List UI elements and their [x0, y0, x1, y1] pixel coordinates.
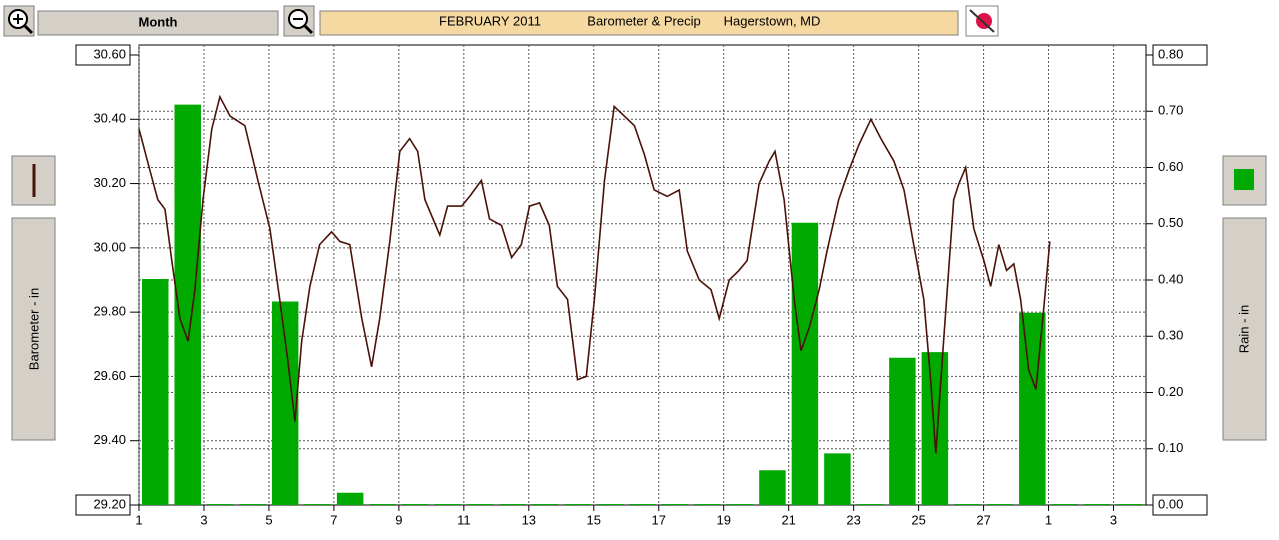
- x-tick-label: 21: [781, 512, 795, 527]
- rain-bar: [142, 279, 169, 505]
- y-axis-label: Barometer - in: [26, 288, 41, 370]
- rain-bar: [596, 504, 624, 505]
- x-tick-label: 15: [587, 512, 601, 527]
- rain-bar: [726, 504, 754, 505]
- rain-bar: [986, 504, 1014, 505]
- rain-bar: [531, 504, 559, 505]
- rain-bar: [434, 504, 461, 505]
- y-tick-box: [75, 494, 131, 516]
- y2-tick-box: [1152, 44, 1208, 66]
- x-tick-label: 3: [1110, 512, 1117, 527]
- rain-bar: [239, 504, 266, 505]
- rain-bar: [499, 504, 526, 505]
- title-type: Barometer & Precip: [587, 13, 700, 28]
- y-tick-label: 29.40: [93, 432, 126, 447]
- y2-tick-label: 0.40: [1158, 271, 1183, 286]
- rain-bar: [759, 470, 786, 505]
- left-axis-button[interactable]: [11, 217, 56, 441]
- rain-bar: [466, 504, 494, 505]
- rain-bar: [1051, 504, 1079, 505]
- x-tick-label: 13: [522, 512, 536, 527]
- rain-bar: [304, 504, 331, 505]
- title-location: Hagerstown, MD: [724, 13, 821, 28]
- rain-bar: [401, 504, 429, 505]
- x-tick-label: 19: [716, 512, 730, 527]
- x-tick-label: 7: [330, 512, 337, 527]
- right-axis-button[interactable]: [1222, 217, 1267, 441]
- barometer-line: [138, 94, 1051, 454]
- rain-bar: [1019, 312, 1046, 505]
- y-tick-label: 29.60: [93, 368, 126, 383]
- y-tick-label: 30.00: [93, 239, 126, 254]
- rain-bar: [174, 104, 201, 505]
- x-tick-label: 3: [200, 512, 207, 527]
- y-tick-label: 30.20: [93, 175, 126, 190]
- y2-tick-label: 0.50: [1158, 215, 1183, 230]
- rain-bar: [824, 453, 851, 505]
- rain-bar: [206, 504, 234, 505]
- rain-bar: [889, 357, 916, 505]
- zoom-out[interactable]: [283, 5, 315, 37]
- y2-tick-box: [1152, 494, 1208, 516]
- x-tick-label: 1: [1045, 512, 1052, 527]
- rain-bar: [791, 222, 819, 505]
- x-tick-label: 23: [846, 512, 860, 527]
- rain-bar: [694, 504, 721, 505]
- y2-tick-label: 0.80: [1158, 46, 1183, 61]
- x-tick-label: 27: [976, 512, 990, 527]
- rain-bar: [271, 301, 299, 505]
- y2-tick-label: 0.30: [1158, 328, 1183, 343]
- rain-bar: [661, 504, 689, 505]
- rain-bar: [336, 492, 364, 505]
- rain-bar: [921, 352, 949, 505]
- x-tick-label: 1: [135, 512, 142, 527]
- bar-swatch: [1234, 169, 1254, 190]
- y-tick-label: 30.40: [93, 111, 126, 126]
- y-tick-label: 29.80: [93, 304, 126, 319]
- x-tick-label: 25: [911, 512, 925, 527]
- y2-tick-label: 0.10: [1158, 440, 1183, 455]
- y2-tick-label: 0.20: [1158, 384, 1183, 399]
- title-bar: [319, 10, 959, 36]
- y-tick-label: 30.60: [93, 46, 126, 61]
- y2-tick-label: 0.60: [1158, 159, 1183, 174]
- y2-tick-label: 0.00: [1158, 496, 1183, 511]
- plot-frame: [138, 44, 1147, 506]
- x-tick-label: 5: [265, 512, 272, 527]
- y-tick-label: 29.20: [93, 496, 126, 511]
- zoom-in[interactable]: [3, 5, 35, 37]
- y2-tick-label: 0.70: [1158, 103, 1183, 118]
- title-date: FEBRUARY 2011: [439, 13, 541, 28]
- period-select[interactable]: [37, 10, 279, 36]
- y2-axis-label: Rain - in: [1236, 305, 1251, 353]
- rain-bar: [564, 504, 591, 505]
- x-tick-label: 9: [395, 512, 402, 527]
- rain-bar: [856, 504, 884, 505]
- period-label: Month: [139, 14, 178, 29]
- rain-bar: [629, 504, 656, 505]
- rain-bar: [369, 504, 396, 505]
- y-tick-box: [75, 44, 131, 66]
- x-tick-label: 17: [652, 512, 666, 527]
- rain-bar: [954, 504, 981, 505]
- x-tick-label: 11: [457, 512, 471, 527]
- rain-bar: [1084, 504, 1111, 505]
- rain-bar: [1116, 504, 1143, 505]
- settings-icon[interactable]: [965, 5, 999, 37]
